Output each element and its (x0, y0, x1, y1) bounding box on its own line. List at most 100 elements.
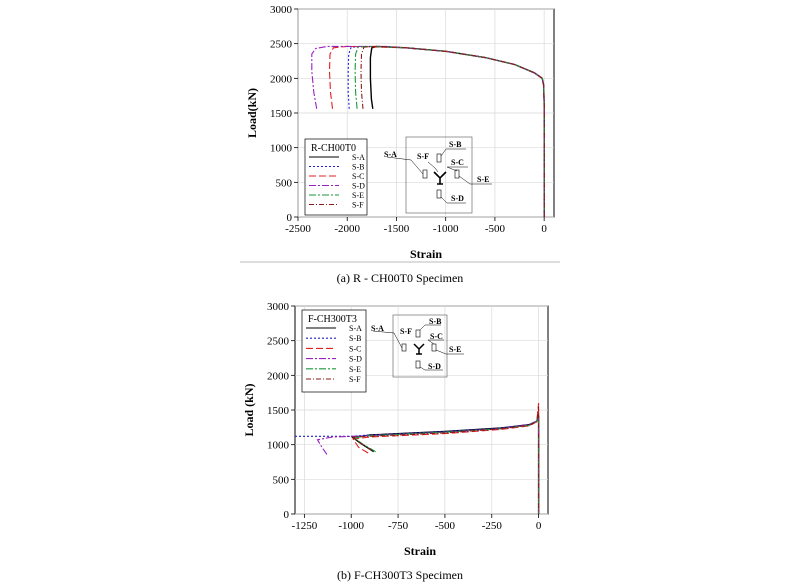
chart-b-series (295, 403, 540, 514)
legend-label-s-d: S-D (352, 182, 365, 191)
diagram-label-s-c: S-C (430, 332, 443, 341)
chart-a-section-diagram: S-A S-B S-C S-D S-E S-F (384, 136, 492, 214)
x-tick-label: -1250 (292, 520, 318, 532)
diagram-label-s-d: S-D (451, 194, 464, 203)
legend-label-s-c: S-C (352, 172, 364, 181)
chart-a-legend-items: S-AS-BS-CS-DS-ES-F (309, 153, 365, 210)
series-line-s-a (351, 415, 540, 514)
diagram-frame (405, 136, 473, 214)
chart-a-grid (297, 8, 554, 218)
legend-label-s-f: S-F (352, 201, 364, 210)
gauge-a-icon (422, 169, 428, 179)
series-line-s-e (352, 415, 540, 514)
gauge-c-icon (454, 169, 460, 179)
leader-d (440, 196, 466, 204)
y-tick-label: 1000 (270, 143, 293, 155)
x-tick-label: -1500 (384, 223, 410, 235)
legend-label-s-b: S-B (349, 334, 361, 343)
gauge-b-icon (436, 153, 442, 163)
legend-label-s-e: S-E (349, 365, 361, 374)
chart-a: -2500 -2000 -1500 -1000 -500 0 0 500 1000 1500 200… (245, 4, 555, 261)
x-tick-label: -500 (485, 223, 506, 235)
diagram-label-s-a: S-A (371, 324, 384, 333)
x-tick-label: -250 (482, 520, 503, 532)
x-tick-label: -2000 (334, 223, 360, 235)
legend-label-s-a: S-A (352, 153, 365, 162)
gauge-c-icon (431, 343, 437, 352)
chart-b-ticks: -1250 -1000 -750 -500 -250 0 0 500 1000 1500 2000 2… (267, 301, 542, 532)
series-line-s-c (352, 403, 540, 514)
leader-f (427, 161, 439, 173)
series-line-s-b (295, 415, 540, 514)
x-tick-label: -500 (435, 520, 456, 532)
chart-a-ticks: -2500 -2000 -1500 -1000 -500 0 0 500 1000 1500 200… (270, 4, 547, 235)
member-section-icon (433, 171, 447, 185)
diagram-label-s-f: S-F (400, 327, 412, 336)
gauge-b-icon (415, 329, 421, 338)
x-tick-label: 0 (541, 223, 547, 235)
y-tick-label: 0 (284, 509, 290, 521)
legend-label-s-d: S-D (349, 355, 362, 364)
x-tick-label: -2500 (285, 223, 311, 235)
diagram-label-s-f: S-F (417, 152, 429, 161)
y-tick-label: 1000 (267, 440, 290, 452)
chart-a-legend: R-CH00T0 S-AS-BS-CS-DS-ES-F (304, 138, 368, 216)
y-tick-label: 2500 (267, 336, 290, 348)
x-tick-label: -1000 (338, 520, 364, 532)
y-tick-label: 500 (276, 177, 293, 189)
diagram-label-s-e: S-E (477, 175, 489, 184)
y-tick-label: 1500 (270, 108, 293, 120)
chart-a-caption: (a) R - CH00T0 Specimen (336, 271, 464, 285)
chart-b-x-axis-label: Strain (404, 544, 436, 558)
y-tick-label: 3000 (270, 4, 293, 16)
leader-b (440, 148, 466, 157)
chart-b: -1250 -1000 -750 -500 -250 0 0 500 1000 1500 2000 2… (242, 301, 549, 558)
leader-e (435, 349, 464, 355)
x-tick-label: -750 (388, 520, 409, 532)
leader-c (446, 166, 468, 172)
gauge-d-icon (436, 189, 442, 199)
legend-label-s-c: S-C (349, 344, 361, 353)
diagram-label-s-b: S-B (449, 140, 462, 149)
diagram-label-s-c: S-C (451, 158, 464, 167)
leader-c (427, 339, 444, 345)
diagram-frame (392, 314, 448, 378)
legend-label-s-a: S-A (349, 324, 362, 333)
diagram-label-s-a: S-A (384, 150, 397, 159)
legend-label-s-e: S-E (352, 191, 364, 200)
leader-a (372, 330, 403, 349)
y-tick-label: 500 (273, 474, 290, 486)
series-line-s-e (354, 45, 545, 217)
y-tick-label: 0 (287, 212, 293, 224)
series-line-s-b (347, 45, 545, 217)
leader-b (419, 324, 441, 331)
chart-a-y-axis-label: Load(kN) (245, 88, 259, 138)
diagram-label-s-e: S-E (449, 345, 461, 354)
diagram-label-s-d: S-D (428, 362, 441, 371)
chart-b-caption: (b) F-CH300T3 Specimen (337, 568, 463, 582)
legend-label-s-b: S-B (352, 163, 364, 172)
chart-b-legend-title: F-CH300T3 (308, 314, 357, 325)
x-tick-label: -1000 (433, 223, 459, 235)
y-tick-label: 1500 (267, 405, 290, 417)
y-tick-label: 2000 (267, 370, 290, 382)
leader-d (419, 366, 443, 371)
series-line-s-f (351, 406, 540, 514)
y-tick-label: 3000 (267, 301, 290, 313)
x-tick-label: 0 (536, 520, 542, 532)
chart-b-legend-items: S-AS-BS-C S-DS-ES-F (306, 324, 362, 384)
chart-a-legend-box (304, 138, 368, 216)
chart-a-legend-title: R-CH00T0 (311, 143, 356, 154)
leader-a (386, 156, 424, 175)
gauge-a-icon (401, 343, 407, 352)
chart-b-legend-box (301, 309, 367, 393)
y-tick-label: 2000 (270, 73, 293, 85)
leader-e (458, 175, 492, 185)
chart-b-section-diagram: S-A S-B S-C S-D S-E S-F (371, 314, 464, 378)
chart-b-y-axis-label: Load (kN) (242, 383, 256, 436)
legend-label-s-f: S-F (349, 375, 361, 384)
member-section-icon (413, 343, 425, 355)
chart-a-series (311, 45, 545, 217)
diagram-label-s-b: S-B (429, 317, 442, 326)
series-line-s-d (316, 415, 540, 514)
